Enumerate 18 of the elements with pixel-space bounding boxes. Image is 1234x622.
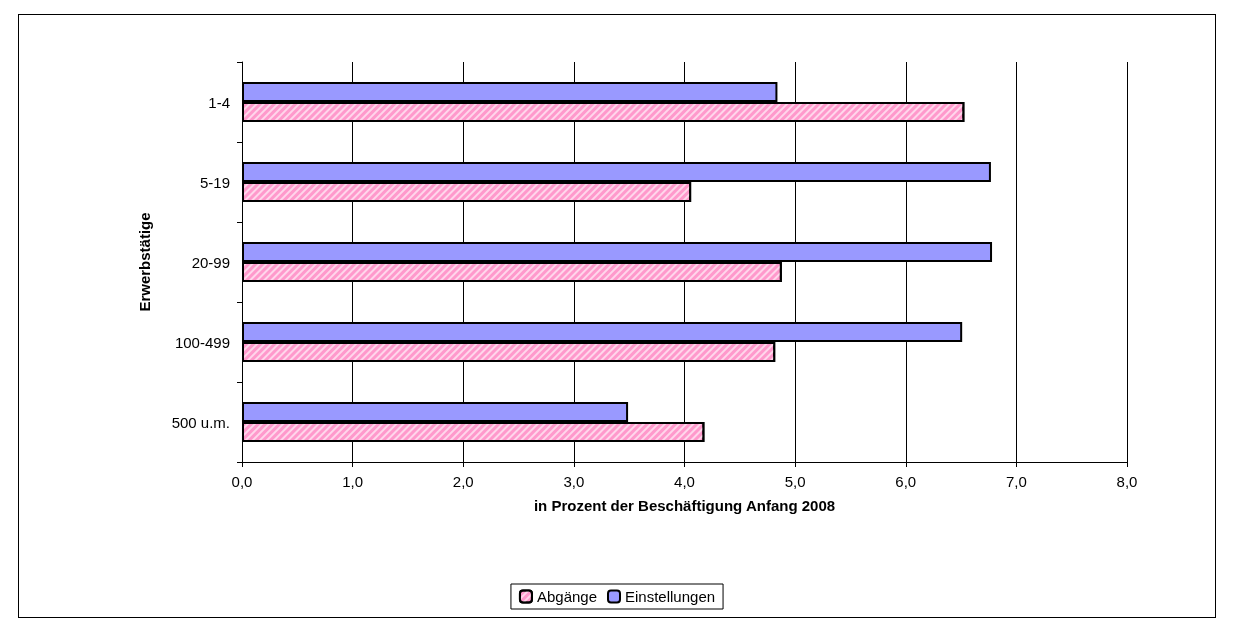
- legend-label: Abgänge: [536, 588, 597, 605]
- y-tick-label: 100-499: [174, 333, 230, 351]
- x-tick-label: 0,0: [231, 473, 253, 490]
- x-tick-label: 5,0: [784, 473, 806, 490]
- x-tick-label: 4,0: [674, 473, 695, 490]
- y-tick-label: 1-4: [208, 93, 230, 111]
- y-tick-label: 20-99: [191, 253, 230, 271]
- x-tick-label: 6,0: [895, 473, 917, 490]
- x-tick-label: 3,0: [563, 473, 585, 490]
- y-tick-label: 500 u.m.: [171, 413, 230, 431]
- y-axis-title: Erwerbstätige: [136, 212, 153, 312]
- x-tick-label: 8,0: [1116, 473, 1138, 490]
- x-tick-label: 1,0: [342, 473, 364, 490]
- y-tick-label: 5-19: [199, 173, 230, 191]
- x-tick-label: 2,0: [452, 473, 474, 490]
- legend-label: Einstellungen: [625, 588, 716, 605]
- x-axis-title: in Prozent der Beschäftigung Anfang 2008: [533, 497, 836, 514]
- x-tick-label: 7,0: [1005, 473, 1027, 490]
